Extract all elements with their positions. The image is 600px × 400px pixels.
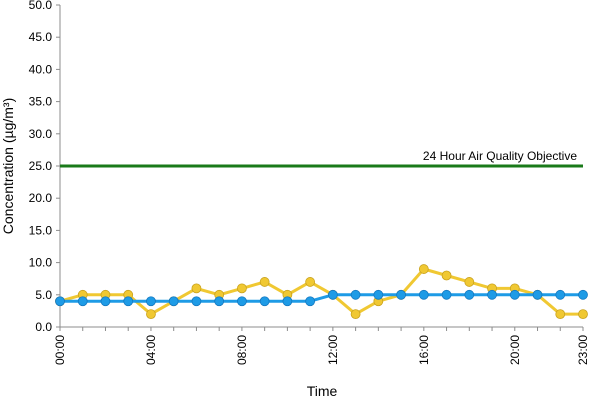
series-2 bbox=[55, 289, 588, 307]
y-tick-label: 15.0 bbox=[29, 223, 53, 237]
data-point bbox=[146, 309, 156, 320]
data-point bbox=[532, 289, 543, 300]
x-axis-title: Time bbox=[307, 383, 338, 399]
y-axis-ticks: 0.0 5.0 10.0 15.0 20.0 25.0 30.0 35.0 40.0 45.0 50… bbox=[29, 0, 60, 334]
x-tick-label: 04:00 bbox=[144, 335, 158, 365]
y-tick-label: 20.0 bbox=[29, 191, 53, 205]
series-1 bbox=[55, 264, 588, 320]
x-axis-ticks: 00:00 04:00 08:00 12:00 16:00 20:00 23:00 bbox=[53, 327, 590, 365]
data-point bbox=[418, 264, 429, 274]
x-tick-label: 16:00 bbox=[417, 335, 431, 365]
x-tick-label: 23:00 bbox=[576, 335, 590, 365]
data-point bbox=[214, 296, 225, 307]
y-tick-label: 35.0 bbox=[29, 95, 53, 109]
data-point bbox=[259, 277, 270, 287]
y-tick-label: 10.0 bbox=[29, 256, 53, 270]
data-point bbox=[305, 277, 316, 287]
data-point bbox=[578, 289, 588, 300]
series-line bbox=[60, 293, 583, 303]
data-point bbox=[441, 270, 452, 281]
data-point bbox=[464, 277, 475, 287]
data-point bbox=[327, 289, 338, 300]
data-point bbox=[305, 296, 316, 307]
y-tick-label: 45.0 bbox=[29, 30, 53, 44]
reference-line-label: 24 Hour Air Quality Objective bbox=[423, 149, 577, 163]
data-point bbox=[168, 296, 179, 307]
y-tick-label: 5.0 bbox=[35, 288, 52, 302]
y-tick-label: 30.0 bbox=[29, 127, 53, 141]
data-point bbox=[487, 289, 497, 300]
data-point bbox=[100, 296, 111, 307]
data-point bbox=[191, 296, 202, 307]
y-tick-label: 40.0 bbox=[29, 62, 53, 76]
x-tick-label: 20:00 bbox=[508, 335, 522, 365]
data-point bbox=[350, 309, 361, 320]
data-point bbox=[578, 309, 588, 320]
data-point bbox=[441, 289, 452, 300]
y-axis-title: Concentration (µg/m³) bbox=[0, 98, 16, 234]
data-point bbox=[509, 289, 520, 300]
x-tick-label: 12:00 bbox=[326, 335, 340, 365]
x-tick-label: 00:00 bbox=[53, 335, 67, 365]
y-tick-label: 50.0 bbox=[29, 0, 53, 12]
data-point bbox=[555, 289, 566, 300]
data-point bbox=[555, 309, 566, 320]
data-point bbox=[146, 296, 156, 307]
data-point bbox=[418, 289, 429, 300]
data-point bbox=[191, 283, 202, 294]
data-point bbox=[237, 296, 247, 307]
data-point bbox=[123, 296, 134, 307]
data-point bbox=[350, 289, 361, 300]
data-point bbox=[464, 289, 475, 300]
data-point bbox=[396, 289, 406, 300]
y-tick-label: 0.0 bbox=[35, 320, 52, 334]
data-point bbox=[55, 296, 65, 307]
data-point bbox=[282, 296, 293, 307]
data-point bbox=[237, 283, 247, 294]
reference-lines: 24 Hour Air Quality Objective bbox=[60, 149, 583, 168]
data-point bbox=[77, 296, 88, 307]
data-point bbox=[373, 289, 384, 300]
data-point bbox=[259, 296, 270, 307]
y-tick-label: 25.0 bbox=[29, 159, 53, 173]
x-tick-label: 08:00 bbox=[235, 335, 249, 365]
series-layer bbox=[55, 264, 588, 320]
series-line bbox=[59, 267, 583, 316]
